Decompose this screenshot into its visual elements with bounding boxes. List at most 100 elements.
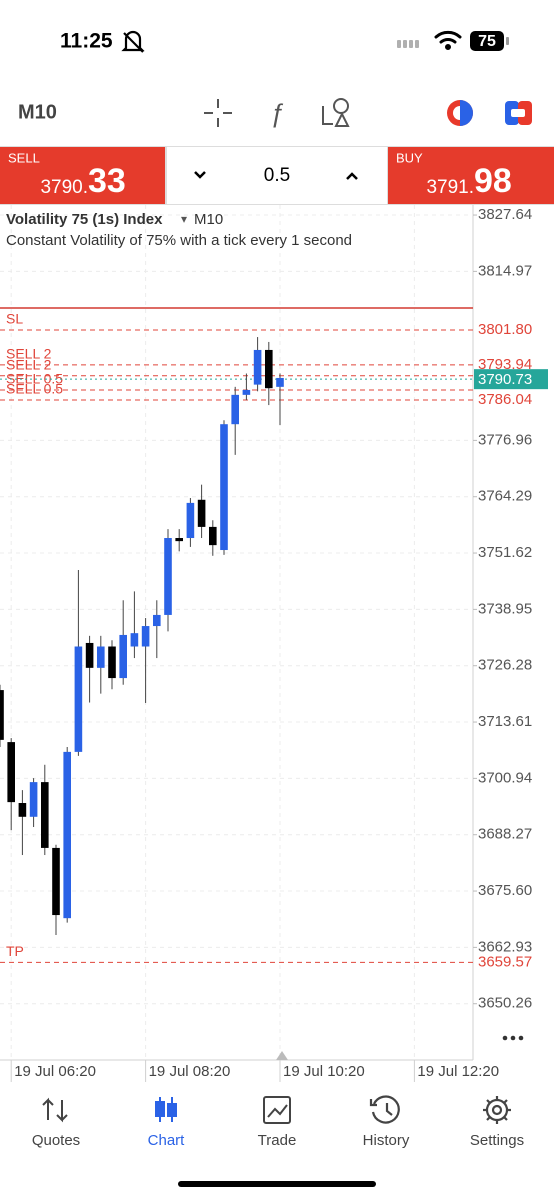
candle-body	[197, 499, 206, 527]
battery-icon	[470, 31, 504, 51]
level-label: SL	[6, 311, 23, 327]
buy-price: 3791.	[426, 177, 474, 198]
sell-price-big: 33	[88, 162, 126, 200]
y-tick-label: 3713.61	[478, 713, 532, 730]
time-marker	[276, 1051, 288, 1060]
settings-icon	[483, 1096, 511, 1124]
candle-body	[220, 424, 228, 551]
nav-item[interactable]: History	[363, 1132, 410, 1149]
y-tick-label: 3827.64	[478, 206, 532, 223]
chart-icon	[155, 1097, 177, 1122]
candle-body	[18, 803, 27, 817]
sell-button[interactable]	[0, 147, 165, 204]
candle-body	[52, 847, 60, 916]
y-tick-label: 3662.93	[478, 938, 532, 955]
level-label: SELL 0.5	[6, 381, 63, 397]
timeframe-button[interactable]: M10	[18, 101, 57, 123]
y-tick-label: 3764.29	[478, 488, 532, 505]
chart: 3827.64 3814.97 3776.96 3764.29 3751.62 3738.…	[0, 205, 548, 1082]
more-button[interactable]	[502, 1035, 524, 1041]
candle-body	[265, 349, 273, 389]
candle-body	[242, 389, 251, 395]
quotes-icon	[42, 1097, 68, 1123]
y-tick-label: 3814.97	[478, 262, 532, 279]
candle-body	[164, 538, 172, 615]
y-tick-label: 3700.94	[478, 769, 532, 786]
candle-body	[108, 646, 116, 679]
mute-icon	[121, 30, 145, 53]
one-click-button[interactable]	[505, 101, 532, 125]
candle-body	[186, 502, 195, 539]
y-tick-label: 3776.96	[478, 431, 532, 448]
chart-subtitle: Constant Volatility of 75% with a tick e…	[6, 232, 352, 249]
level-label: SELL 2	[6, 356, 52, 372]
battery-level: 75	[478, 33, 496, 50]
current-price-box	[474, 369, 548, 390]
volume-down[interactable]	[194, 171, 206, 179]
candle-body	[175, 538, 183, 542]
sell-price: 3790.	[40, 177, 88, 198]
y-tick-label: 3688.27	[478, 826, 532, 843]
current-price-label: 3790.73	[478, 371, 532, 388]
trade-icon	[263, 1096, 291, 1124]
buy-label: BUY	[396, 150, 423, 165]
y-tick-label: 3738.95	[478, 600, 532, 617]
level-price-label: 3793.94	[478, 356, 532, 373]
volume-up[interactable]	[346, 172, 358, 180]
x-tick-label: 19 Jul 06:20	[14, 1063, 96, 1080]
nav-item[interactable]: Settings	[470, 1132, 524, 1149]
candle-body	[141, 626, 150, 647]
candle-body	[209, 526, 217, 546]
history-icon	[369, 1095, 400, 1124]
level-label: SELL 0.5	[6, 371, 63, 387]
chart-timeframe: M10	[194, 211, 223, 228]
level-label: TP	[6, 943, 24, 959]
candle-body	[63, 751, 71, 919]
y-tick-label: 3751.62	[478, 544, 532, 561]
candle-body	[7, 742, 15, 803]
chart-title: Volatility 75 (1s) Index	[6, 211, 163, 228]
bottom-nav: Quotes Chart Trade History Settings	[32, 1132, 524, 1149]
x-tick-label: 19 Jul 10:20	[283, 1063, 365, 1080]
candle-body	[0, 690, 4, 740]
crosshair-button[interactable]	[204, 99, 232, 127]
y-tick-label: 3675.60	[478, 882, 532, 899]
candle-body	[85, 642, 94, 668]
objects-button[interactable]	[322, 98, 350, 127]
candle-body	[276, 377, 284, 387]
level-price-label: 3786.04	[478, 391, 532, 408]
battery-tip	[506, 37, 509, 45]
signal-icon	[397, 40, 419, 48]
buy-price-big: 98	[474, 162, 512, 200]
level-label: SELL 2	[6, 346, 52, 362]
level-price-label: 3659.57	[478, 953, 532, 970]
indicators-button[interactable]: ƒ	[270, 98, 284, 128]
y-tick-label: 3650.26	[478, 995, 532, 1012]
symbol-menu[interactable]: ▾	[181, 212, 187, 226]
nav-item[interactable]: Quotes	[32, 1132, 80, 1149]
nav-item[interactable]: Trade	[258, 1132, 297, 1149]
x-tick-label: 19 Jul 08:20	[149, 1063, 231, 1080]
buy-button[interactable]	[388, 147, 554, 204]
candle-body	[130, 633, 139, 647]
candle-body	[231, 394, 239, 425]
home-indicator	[178, 1181, 376, 1187]
candle-body	[41, 782, 49, 848]
candle-body	[29, 782, 38, 817]
candle-body	[74, 646, 83, 752]
candle-body	[153, 614, 161, 627]
candle-body	[253, 349, 262, 385]
wifi-icon	[434, 30, 462, 50]
level-price-label: 3801.80	[478, 321, 532, 338]
status-time: 11:25	[60, 30, 113, 53]
nav-item[interactable]: Chart	[148, 1132, 186, 1149]
sell-label: SELL	[8, 150, 40, 165]
trade-signal-button[interactable]	[447, 100, 473, 126]
volume-value[interactable]: 0.5	[264, 165, 290, 186]
candle-body	[97, 646, 105, 668]
x-tick-label: 19 Jul 12:20	[417, 1063, 499, 1080]
candle-body	[119, 634, 127, 679]
y-tick-label: 3726.28	[478, 657, 532, 674]
